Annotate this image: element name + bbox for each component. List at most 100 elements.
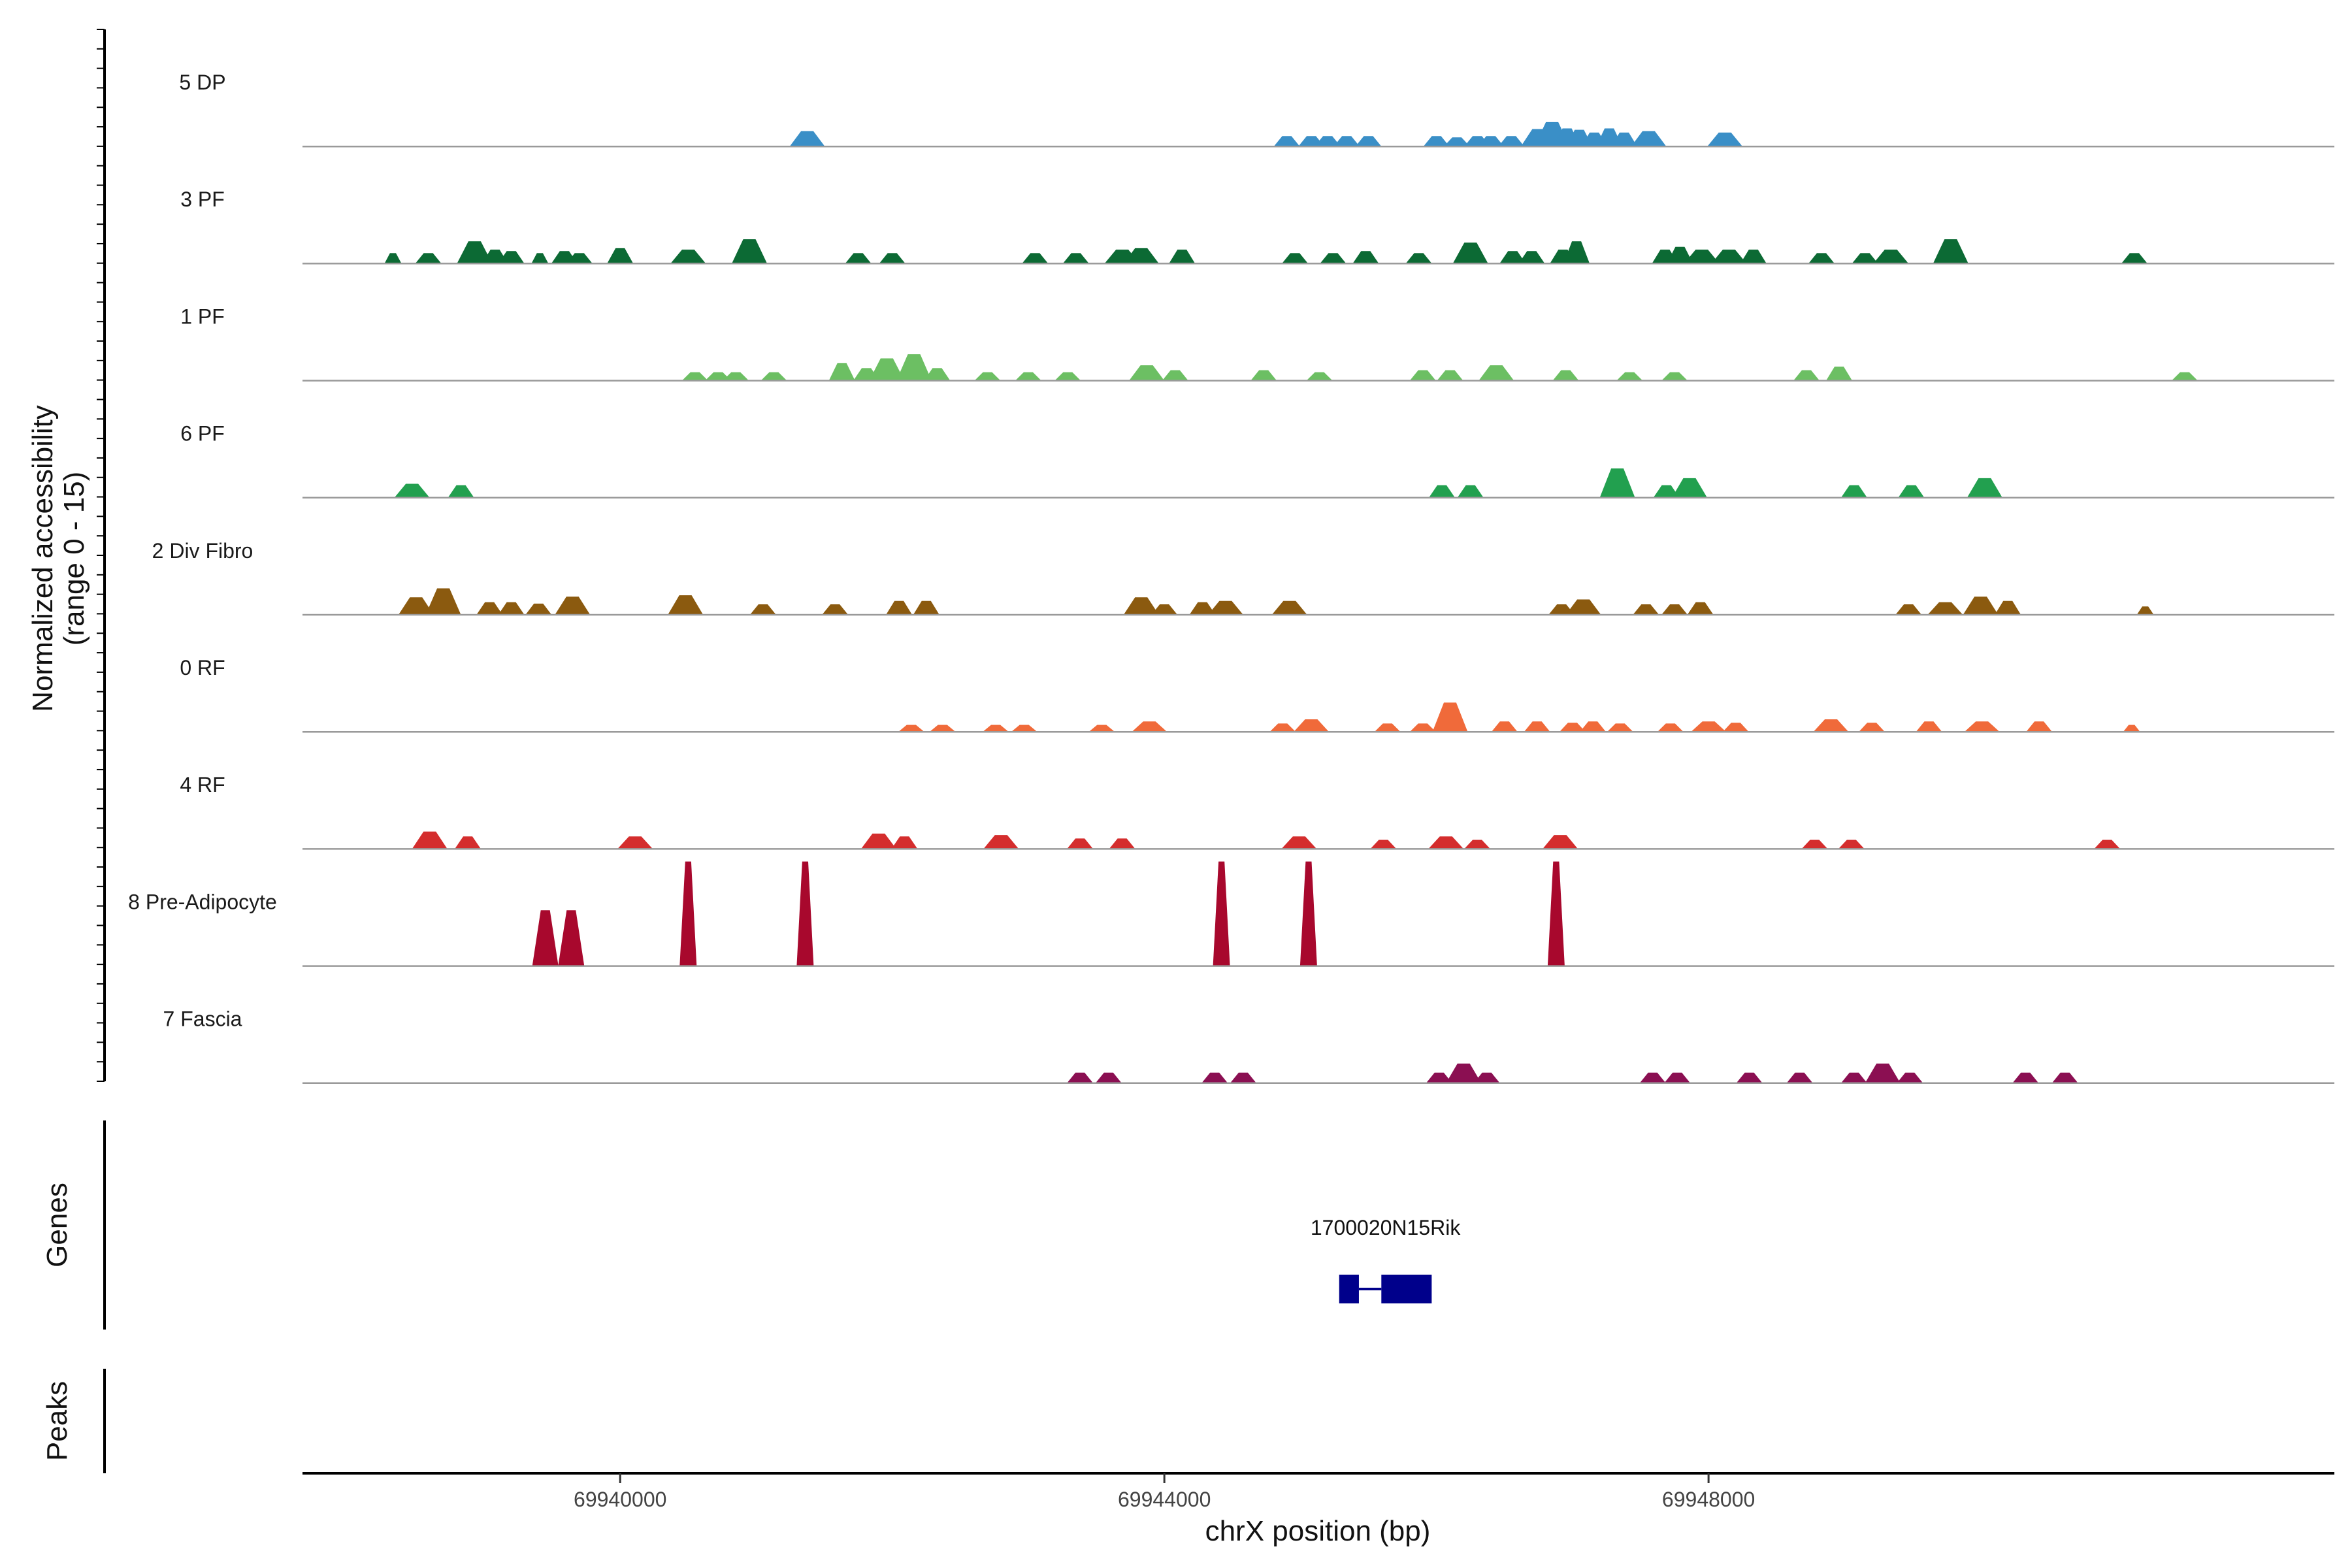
coverage-peak — [1443, 137, 1470, 147]
coverage-peak — [1639, 1072, 1666, 1083]
coverage-peak — [1478, 365, 1514, 381]
coverage-peak — [1333, 136, 1360, 147]
coverage-peak — [1552, 370, 1579, 381]
coverage-peak — [1661, 604, 1688, 615]
coverage-peak — [1840, 1072, 1867, 1083]
coverage-peak — [1838, 840, 1865, 849]
coverage-peak — [860, 833, 896, 849]
coverage-peak — [828, 363, 855, 381]
gene-name-label: 1700020N15Rik — [1311, 1216, 1462, 1239]
coverage-peak — [566, 253, 593, 264]
coverage-peak — [1464, 840, 1491, 849]
track-label: 2 Div Fibro — [152, 539, 253, 563]
coverage-peak — [1840, 485, 1867, 498]
coverage-peak — [1062, 253, 1089, 264]
coverage-peak — [1169, 250, 1196, 264]
coverage-peak — [1599, 468, 1635, 498]
coverage-peak — [869, 358, 905, 381]
coverage-peak — [1543, 835, 1578, 849]
coverage-peak — [1123, 248, 1159, 264]
coverage-peak — [2051, 1072, 2078, 1083]
coverage-peak — [1355, 136, 1382, 147]
coverage-peak — [1473, 1072, 1500, 1083]
track-label: 5 DP — [179, 71, 225, 94]
coverage-peak — [1352, 251, 1379, 264]
coverage-peak — [558, 910, 585, 966]
coverage-peak — [983, 725, 1009, 732]
coverage-peak — [983, 835, 1019, 849]
coverage-peak — [1933, 239, 1968, 264]
coverage-peak — [732, 239, 768, 264]
coverage-peak — [789, 131, 825, 147]
track-4-rf: 4 RF — [180, 773, 2334, 850]
coverage-peak — [796, 861, 814, 966]
coverage-peak — [1437, 370, 1463, 381]
coverage-peak — [1736, 1072, 1763, 1083]
coverage-peak — [1661, 372, 1688, 381]
coverage-peak — [1518, 251, 1545, 264]
genes-panel-label: Genes — [41, 1183, 73, 1267]
coverage-peak — [412, 831, 448, 849]
coverage-peak — [1426, 1072, 1452, 1083]
coverage-peak — [394, 483, 430, 498]
coverage-peak — [891, 836, 918, 849]
coverage-peak — [822, 604, 849, 615]
coverage-peak — [1132, 721, 1168, 732]
coverage-peak — [929, 725, 956, 732]
coverage-peak — [1664, 1072, 1691, 1083]
coverage-peak — [886, 600, 913, 615]
coverage-peak — [1015, 372, 1041, 381]
coverage-peak — [1711, 250, 1747, 264]
coverage-peak — [1616, 372, 1643, 381]
coverage-peak — [1054, 372, 1081, 381]
coverage-peak — [913, 600, 939, 615]
coverage-peak — [448, 485, 474, 498]
coverage-peak — [415, 253, 442, 264]
coverage-peak — [1129, 365, 1165, 381]
coverage-peak — [1457, 485, 1484, 498]
coverage-peak — [1611, 132, 1637, 147]
track-label: 6 PF — [180, 422, 225, 446]
coverage-peak — [1852, 253, 1878, 264]
coverage-peak — [1916, 721, 1942, 732]
coverage-peak — [1250, 370, 1277, 381]
coverage-peak — [1067, 1072, 1094, 1083]
coverage-peak — [1580, 721, 1607, 732]
coverage-peak — [1151, 604, 1178, 615]
coverage-peak — [1405, 253, 1432, 264]
coverage-peak — [1011, 725, 1037, 732]
coverage-peak — [555, 596, 591, 615]
coverage-peak — [1631, 131, 1667, 147]
coverage-peak — [1801, 840, 1828, 849]
coverage-peak — [1808, 253, 1835, 264]
track-7-fascia: 7 Fascia — [163, 1007, 2334, 1085]
coverage-peak — [1859, 723, 1885, 732]
coverage-peak — [1898, 485, 1925, 498]
coverage-peak — [1491, 721, 1518, 732]
track-0-rf: 0 RF — [180, 656, 2334, 733]
y-axis-title-line1: Normalized accessibility — [27, 405, 59, 711]
track-label: 8 Pre-Adipocyte — [128, 890, 277, 913]
coverage-peak — [498, 251, 525, 264]
coverage-peak — [1498, 136, 1525, 147]
coverage-peak — [705, 372, 732, 381]
coverage-peak — [1964, 721, 2000, 732]
coverage-peak — [384, 253, 402, 264]
x-tick-label: 69944000 — [1118, 1488, 1211, 1511]
coverage-peak — [1995, 600, 2021, 615]
coverage-peak — [1306, 372, 1333, 381]
coverage-peak — [2136, 606, 2154, 615]
coverage-peak — [1963, 596, 1999, 615]
coverage-peak — [531, 253, 549, 264]
coverage-peak — [1477, 136, 1504, 147]
track-5-dp: 5 DP — [179, 71, 2334, 148]
coverage-peak — [1189, 602, 1216, 615]
coverage-peak — [455, 836, 481, 849]
coverage-peak — [1684, 250, 1720, 264]
coverage-peak — [760, 372, 787, 381]
track-1-pf: 1 PF — [180, 304, 2334, 382]
track-label: 1 PF — [180, 304, 225, 328]
x-tick-label: 69940000 — [574, 1488, 666, 1511]
coverage-peak — [1299, 861, 1317, 966]
